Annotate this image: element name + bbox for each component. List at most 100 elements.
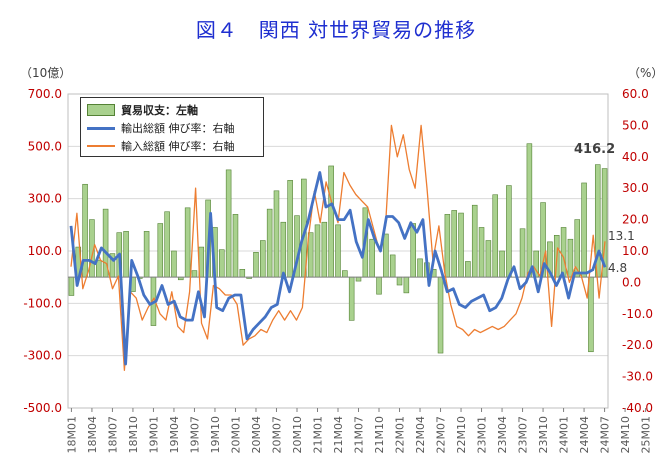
x-tick-label: 19M01 — [147, 416, 160, 454]
balance-bar — [171, 250, 177, 278]
balance-bar — [342, 270, 348, 278]
left-tick-label: -300.0 — [23, 349, 62, 363]
balance-bar — [458, 212, 464, 278]
left-tick-label: -100.0 — [23, 296, 62, 310]
right-tick-label: 50.0 — [622, 118, 649, 132]
left-tick-label: 700.0 — [28, 87, 62, 101]
balance-bar — [191, 270, 198, 278]
balance-bar — [506, 185, 512, 278]
right-tick-label: 20.0 — [622, 213, 649, 227]
x-tick-label: 24M01 — [558, 416, 571, 454]
balance-bar — [321, 221, 328, 278]
balance-bar — [588, 276, 594, 353]
x-tick-label: 20M01 — [229, 416, 242, 454]
balance-bar — [437, 276, 444, 354]
left-tick-label: 100.0 — [28, 244, 62, 258]
balance-bar — [567, 238, 574, 278]
balance-bar — [560, 227, 567, 278]
x-tick-label: 21M01 — [311, 416, 324, 454]
x-tick-label: 18M07 — [106, 416, 119, 454]
x-tick-label: 22M04 — [414, 416, 427, 454]
balance-bar — [383, 233, 389, 278]
balance-bar — [123, 231, 129, 278]
balance-bar — [314, 224, 321, 278]
x-tick-label: 19M07 — [188, 416, 201, 454]
balance-bar — [376, 276, 382, 295]
balance-bar — [143, 231, 150, 278]
balance-bar — [348, 276, 355, 321]
balance-bar — [184, 207, 191, 278]
balance-bar — [581, 182, 587, 278]
x-tick-label: 24M07 — [599, 416, 612, 454]
x-tick-label: 18M10 — [127, 416, 140, 454]
balance-bar — [478, 227, 485, 278]
balance-bar — [471, 204, 478, 278]
balance-bar — [260, 240, 266, 278]
balance-bar — [287, 180, 293, 278]
balance-bar — [232, 214, 239, 278]
balance-bar — [335, 224, 341, 278]
balance-bar — [485, 240, 492, 278]
balance-bar — [355, 276, 362, 282]
legend-swatch-export — [87, 127, 115, 130]
balance-bar — [389, 254, 396, 278]
x-tick-label: 23M01 — [476, 416, 489, 454]
x-tick-label: 23M07 — [517, 416, 530, 454]
x-tick-label: 21M04 — [332, 416, 345, 454]
x-tick-label: 25M01 — [640, 416, 653, 454]
legend-swatch-import — [87, 145, 115, 147]
balance-bar — [403, 276, 410, 294]
right-tick-label: 60.0 — [622, 87, 649, 101]
balance-bar — [451, 210, 457, 278]
import-growth-line — [70, 124, 606, 371]
annotation-import-latest: 13.1 — [608, 229, 635, 243]
balance-bar — [369, 238, 375, 278]
legend-label-balance: 貿易収支：左軸 — [121, 104, 198, 117]
right-tick-label: 10.0 — [622, 244, 649, 258]
legend-label-export: 輸出総額 伸び率：右軸 — [121, 122, 235, 135]
balance-bar — [266, 208, 273, 278]
x-tick-label: 20M10 — [291, 416, 304, 454]
balance-bar — [526, 143, 533, 278]
balance-bar — [68, 276, 75, 296]
x-tick-label: 22M07 — [435, 416, 448, 454]
balance-bar — [157, 223, 164, 278]
left-tick-label: -500.0 — [23, 401, 62, 415]
x-tick-label: 18M01 — [65, 416, 78, 454]
balance-bar — [273, 190, 280, 278]
x-tick-label: 21M10 — [373, 416, 386, 454]
export-growth-line — [69, 171, 607, 366]
balance-bar — [492, 194, 498, 278]
balance-bar — [280, 221, 287, 278]
x-tick-label: 22M10 — [455, 416, 468, 454]
chart-title: 図４ 関西 対世界貿易の推移 — [195, 18, 477, 42]
right-tick-label: 0.0 — [622, 275, 641, 289]
x-tick-label: 20M07 — [270, 416, 283, 454]
x-tick-label: 23M04 — [496, 416, 509, 454]
annotation-export-latest: 4.8 — [608, 261, 627, 275]
balance-bar — [499, 250, 505, 278]
balance-bar — [519, 228, 526, 278]
balance-bar — [417, 258, 423, 278]
annotation-balance-latest: 416.2 — [574, 142, 615, 157]
x-tick-label: 21M07 — [353, 416, 366, 454]
left-tick-label: 300.0 — [28, 192, 62, 206]
right-tick-label: -10.0 — [622, 307, 653, 321]
left-axis-unit: （10億） — [20, 66, 72, 80]
x-tick-label: 22M01 — [394, 416, 407, 454]
x-tick-label: 24M10 — [619, 416, 632, 454]
balance-bar — [164, 211, 170, 278]
balance-bar — [225, 169, 232, 278]
balance-bar — [465, 261, 471, 278]
legend-label-import: 輸入総額 伸び率：右軸 — [121, 140, 235, 153]
balance-bar — [307, 232, 314, 278]
balance-bar — [239, 269, 246, 278]
balance-bar — [444, 214, 451, 278]
legend: 貿易収支：左軸 輸出総額 伸び率：右軸 輸入総額 伸び率：右軸 — [80, 97, 264, 157]
right-tick-label: -30.0 — [622, 370, 653, 384]
x-tick-label: 23M10 — [537, 416, 550, 454]
right-tick-label: -20.0 — [622, 338, 653, 352]
x-tick-label: 19M10 — [209, 416, 222, 454]
balance-bar — [328, 165, 334, 278]
